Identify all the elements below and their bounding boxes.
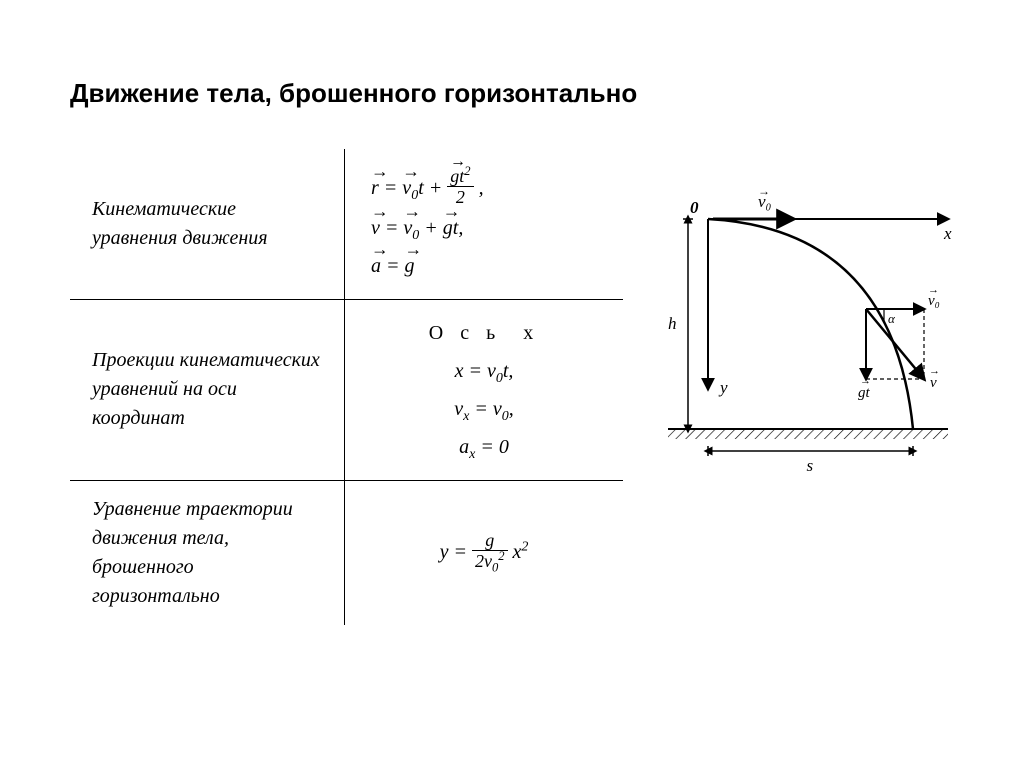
row3-label: Уравнение траектории движения тела, брош… <box>70 480 345 625</box>
svg-text:→: → <box>929 365 940 377</box>
page: Движение тела, брошенного горизонтально … <box>0 0 1024 767</box>
svg-text:v: v <box>930 375 937 391</box>
row2-formulas: О с ь x x = v0t, vx = v0, ax = 0 <box>345 299 624 480</box>
table-row: Проекции кинематических уравнений на оси… <box>70 299 623 480</box>
eq-vx: vx = v0, <box>367 390 601 428</box>
diagram-svg: 0xyhsv₀→v₀→gt→v→α <box>658 189 958 489</box>
svg-text:gt: gt <box>858 385 871 401</box>
svg-text:0: 0 <box>690 198 699 217</box>
svg-text:→: → <box>860 375 871 387</box>
row2-label: Проекции кинематических уравнений на оси… <box>70 299 345 480</box>
axis-x-heading: О с ь x <box>367 314 601 352</box>
eq-a: a = g <box>371 247 601 285</box>
svg-text:h: h <box>668 314 677 333</box>
svg-text:x: x <box>943 224 952 243</box>
row1-formulas: r = v0t + gt22 , v = v0 + gt, a = g <box>345 149 624 299</box>
row1-label: Кинематические уравнения движения <box>70 149 345 299</box>
page-title: Движение тела, брошенного горизонтально <box>70 78 984 109</box>
svg-text:α: α <box>888 311 896 326</box>
trajectory-diagram: 0xyhsv₀→v₀→gt→v→α <box>658 189 958 494</box>
table-row: Кинематические уравнения движения r = v0… <box>70 149 623 299</box>
eq-x: x = v0t, <box>367 352 601 390</box>
content-row: Кинематические уравнения движения r = v0… <box>70 149 984 625</box>
eq-ax: ax = 0 <box>367 428 601 466</box>
svg-text:s: s <box>807 456 814 475</box>
equations-table: Кинематические уравнения движения r = v0… <box>70 149 623 625</box>
svg-text:→: → <box>928 284 939 296</box>
table-row: Уравнение траектории движения тела, брош… <box>70 480 623 625</box>
fraction: g2v02 <box>472 531 508 570</box>
svg-text:y: y <box>718 378 728 397</box>
row3-formulas: y = g2v02 x2 <box>345 480 624 625</box>
svg-text:→: → <box>758 189 770 198</box>
